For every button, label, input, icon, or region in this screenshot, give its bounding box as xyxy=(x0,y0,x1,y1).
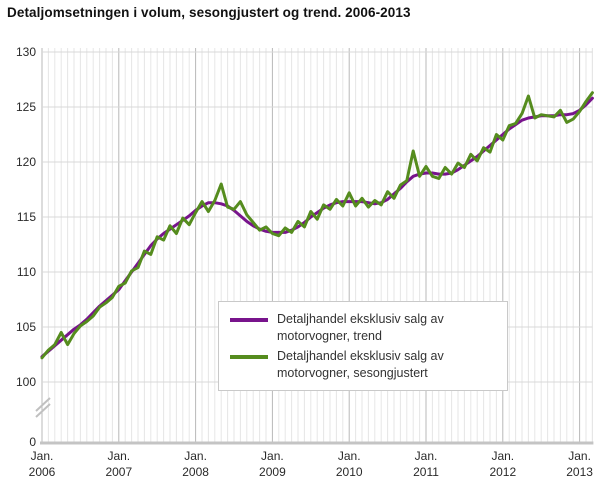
x-tick-year-label: 2011 xyxy=(413,465,439,479)
x-tick-labels: Jan. 2006 Jan. 2007 Jan. 2008 Jan. 2009 Jan. 2010… xyxy=(29,449,594,479)
y-tick-label: 130 xyxy=(16,45,36,59)
axis-break-icon xyxy=(35,397,51,418)
legend: Detaljhandel eksklusiv salg av motorvogn… xyxy=(218,301,508,391)
y-tick-label: 105 xyxy=(16,320,36,334)
x-tick-month-label: Jan. xyxy=(338,449,361,463)
y-tick-label: 100 xyxy=(16,375,36,389)
x-tick-month-label: Jan. xyxy=(415,449,438,463)
legend-item-trend: Detaljhandel eksklusiv salg av motorvogn… xyxy=(230,311,496,345)
x-tick-month-label: Jan. xyxy=(31,449,54,463)
legend-label-trend: Detaljhandel eksklusiv salg av motorvogn… xyxy=(277,312,444,343)
x-tick-year-label: 2008 xyxy=(182,465,209,479)
x-tick-month-label: Jan. xyxy=(184,449,207,463)
trend-line-swatch xyxy=(230,318,268,322)
y-zero-label: 0 xyxy=(29,435,36,449)
y-tick-label: 120 xyxy=(16,155,36,169)
x-tick-month-label: Jan. xyxy=(107,449,130,463)
x-tick-month-label: Jan. xyxy=(261,449,284,463)
x-tick-year-label: 2010 xyxy=(336,465,363,479)
x-tick-year-label: 2013 xyxy=(566,465,593,479)
y-tick-label: 115 xyxy=(17,210,36,224)
chart-title: Detaljomsetningen i volum, sesongjustert… xyxy=(7,5,411,20)
x-tick-year-label: 2009 xyxy=(259,465,286,479)
x-tick-month-label: Jan. xyxy=(568,449,591,463)
legend-item-seasonally-adjusted: Detaljhandel eksklusiv salg av motorvogn… xyxy=(230,348,496,382)
legend-label-seasonally-adjusted: Detaljhandel eksklusiv salg av motorvogn… xyxy=(277,349,444,380)
y-tick-label: 110 xyxy=(17,265,36,279)
x-tick-year-label: 2007 xyxy=(105,465,132,479)
seasonally-adjusted-line xyxy=(40,91,594,360)
seasonally-adjusted-line-swatch xyxy=(230,355,268,359)
x-tick-year-label: 2012 xyxy=(489,465,516,479)
x-tick-month-label: Jan. xyxy=(491,449,514,463)
y-tick-label: 125 xyxy=(16,100,36,114)
x-tick-year-label: 2006 xyxy=(29,465,56,479)
